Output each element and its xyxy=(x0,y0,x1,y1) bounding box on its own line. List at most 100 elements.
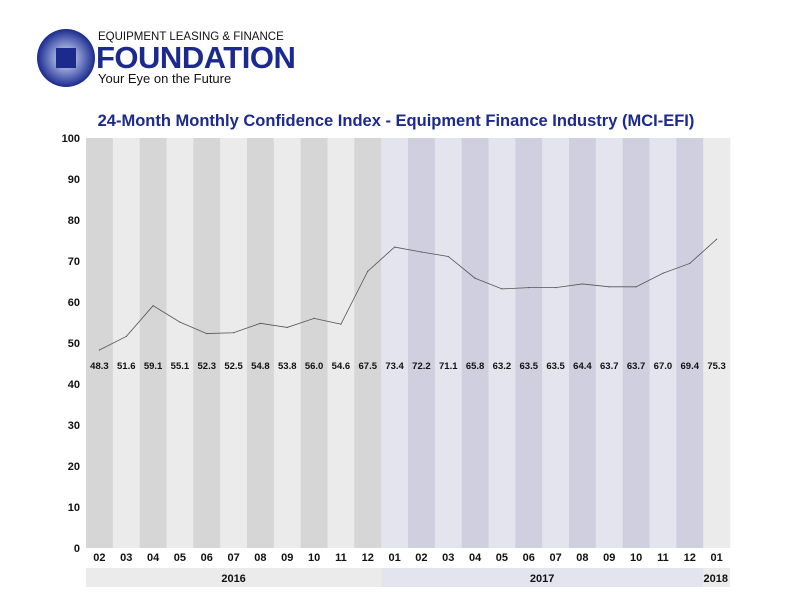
y-tick-label: 0 xyxy=(74,543,80,555)
column-band xyxy=(112,138,140,548)
data-point xyxy=(286,326,288,329)
data-label: 52.5 xyxy=(224,361,243,372)
y-tick-label: 40 xyxy=(68,379,80,391)
data-point xyxy=(501,288,503,290)
x-tick-label: 12 xyxy=(362,552,374,564)
y-tick-label: 80 xyxy=(68,215,80,227)
data-label: 65.8 xyxy=(466,361,485,372)
column-band xyxy=(220,138,248,548)
x-tick-label: 02 xyxy=(415,552,427,564)
column-band xyxy=(273,138,301,548)
data-point xyxy=(447,255,449,258)
data-label: 67.5 xyxy=(359,361,378,372)
data-point xyxy=(715,238,718,240)
data-label: 54.8 xyxy=(251,361,270,372)
data-label: 72.2 xyxy=(412,361,431,372)
y-tick-label: 10 xyxy=(68,502,80,514)
column-band xyxy=(86,138,114,548)
data-point xyxy=(393,246,396,248)
data-point xyxy=(635,286,637,288)
year-band xyxy=(703,568,730,587)
x-tick-label: 06 xyxy=(523,552,535,564)
column-band xyxy=(300,138,328,548)
y-tick-label: 20 xyxy=(68,461,80,473)
data-point xyxy=(662,272,664,274)
chart-title: 24-Month Monthly Confidence Index - Equi… xyxy=(97,112,695,130)
data-point xyxy=(206,332,208,335)
data-label: 54.6 xyxy=(332,361,351,372)
data-point xyxy=(125,335,127,338)
x-tick-label: 05 xyxy=(496,552,508,564)
column-band xyxy=(247,138,275,548)
y-tick-label: 100 xyxy=(62,133,80,145)
data-point xyxy=(554,287,557,289)
y-tick-label: 70 xyxy=(68,256,80,268)
column-band xyxy=(649,138,677,548)
data-point xyxy=(367,270,369,272)
data-point xyxy=(581,283,584,285)
column-band xyxy=(139,138,167,548)
foundation-logo: EQUIPMENT LEASING & FINANCE FOUNDATION Y… xyxy=(36,26,306,96)
x-tick-label: 07 xyxy=(227,552,239,564)
data-label: 52.3 xyxy=(198,361,217,372)
x-tick-label: 08 xyxy=(576,552,588,564)
data-point xyxy=(152,305,154,307)
x-tick-label: 11 xyxy=(657,552,669,564)
data-label: 53.8 xyxy=(278,361,297,372)
y-tick-label: 50 xyxy=(68,338,80,350)
x-tick-label: 11 xyxy=(335,552,347,564)
data-label: 48.3 xyxy=(90,361,109,372)
x-tick-label: 08 xyxy=(254,552,266,564)
x-tick-label: 05 xyxy=(174,552,186,564)
column-band xyxy=(515,138,543,548)
data-label: 63.5 xyxy=(546,361,565,372)
y-tick-label: 90 xyxy=(68,174,80,186)
data-label: 56.0 xyxy=(305,361,324,372)
data-label: 75.3 xyxy=(707,361,726,372)
y-tick-label: 30 xyxy=(68,420,80,432)
data-point xyxy=(689,262,691,265)
column-band xyxy=(193,138,221,548)
data-label: 63.5 xyxy=(520,361,539,372)
x-tick-label: 06 xyxy=(201,552,213,564)
column-band xyxy=(569,138,597,548)
year-label: 2018 xyxy=(704,573,728,585)
x-tick-label: 01 xyxy=(388,552,400,564)
x-tick-label: 03 xyxy=(442,552,454,564)
data-label: 59.1 xyxy=(144,361,163,372)
data-label: 51.6 xyxy=(117,361,136,372)
data-label: 63.7 xyxy=(627,361,646,372)
data-point xyxy=(313,317,315,319)
data-point xyxy=(608,286,610,288)
column-band xyxy=(461,138,489,548)
x-tick-label: 03 xyxy=(120,552,132,564)
data-point xyxy=(179,321,181,323)
logo-globe-icon xyxy=(37,29,95,87)
x-tick-label: 02 xyxy=(93,552,105,564)
x-tick-label: 12 xyxy=(684,552,696,564)
year-label: 2016 xyxy=(221,573,245,585)
column-band xyxy=(595,138,623,548)
data-label: 55.1 xyxy=(171,361,190,372)
x-tick-label: 01 xyxy=(710,552,722,564)
data-point xyxy=(420,251,423,253)
data-label: 63.7 xyxy=(600,361,619,372)
year-band xyxy=(381,568,704,587)
data-label: 67.0 xyxy=(654,361,673,372)
column-band xyxy=(488,138,516,548)
logo-line2: FOUNDATION xyxy=(96,40,296,75)
x-tick-label: 04 xyxy=(469,552,482,564)
column-band xyxy=(327,138,355,548)
data-label: 71.1 xyxy=(439,361,458,372)
data-point xyxy=(98,349,101,351)
column-band xyxy=(381,138,409,548)
year-label: 2017 xyxy=(530,573,554,585)
data-point xyxy=(232,332,235,334)
x-tick-label: 10 xyxy=(630,552,642,564)
column-band xyxy=(354,138,382,548)
x-tick-label: 09 xyxy=(281,552,293,564)
year-band xyxy=(86,568,382,587)
column-band xyxy=(703,138,731,548)
